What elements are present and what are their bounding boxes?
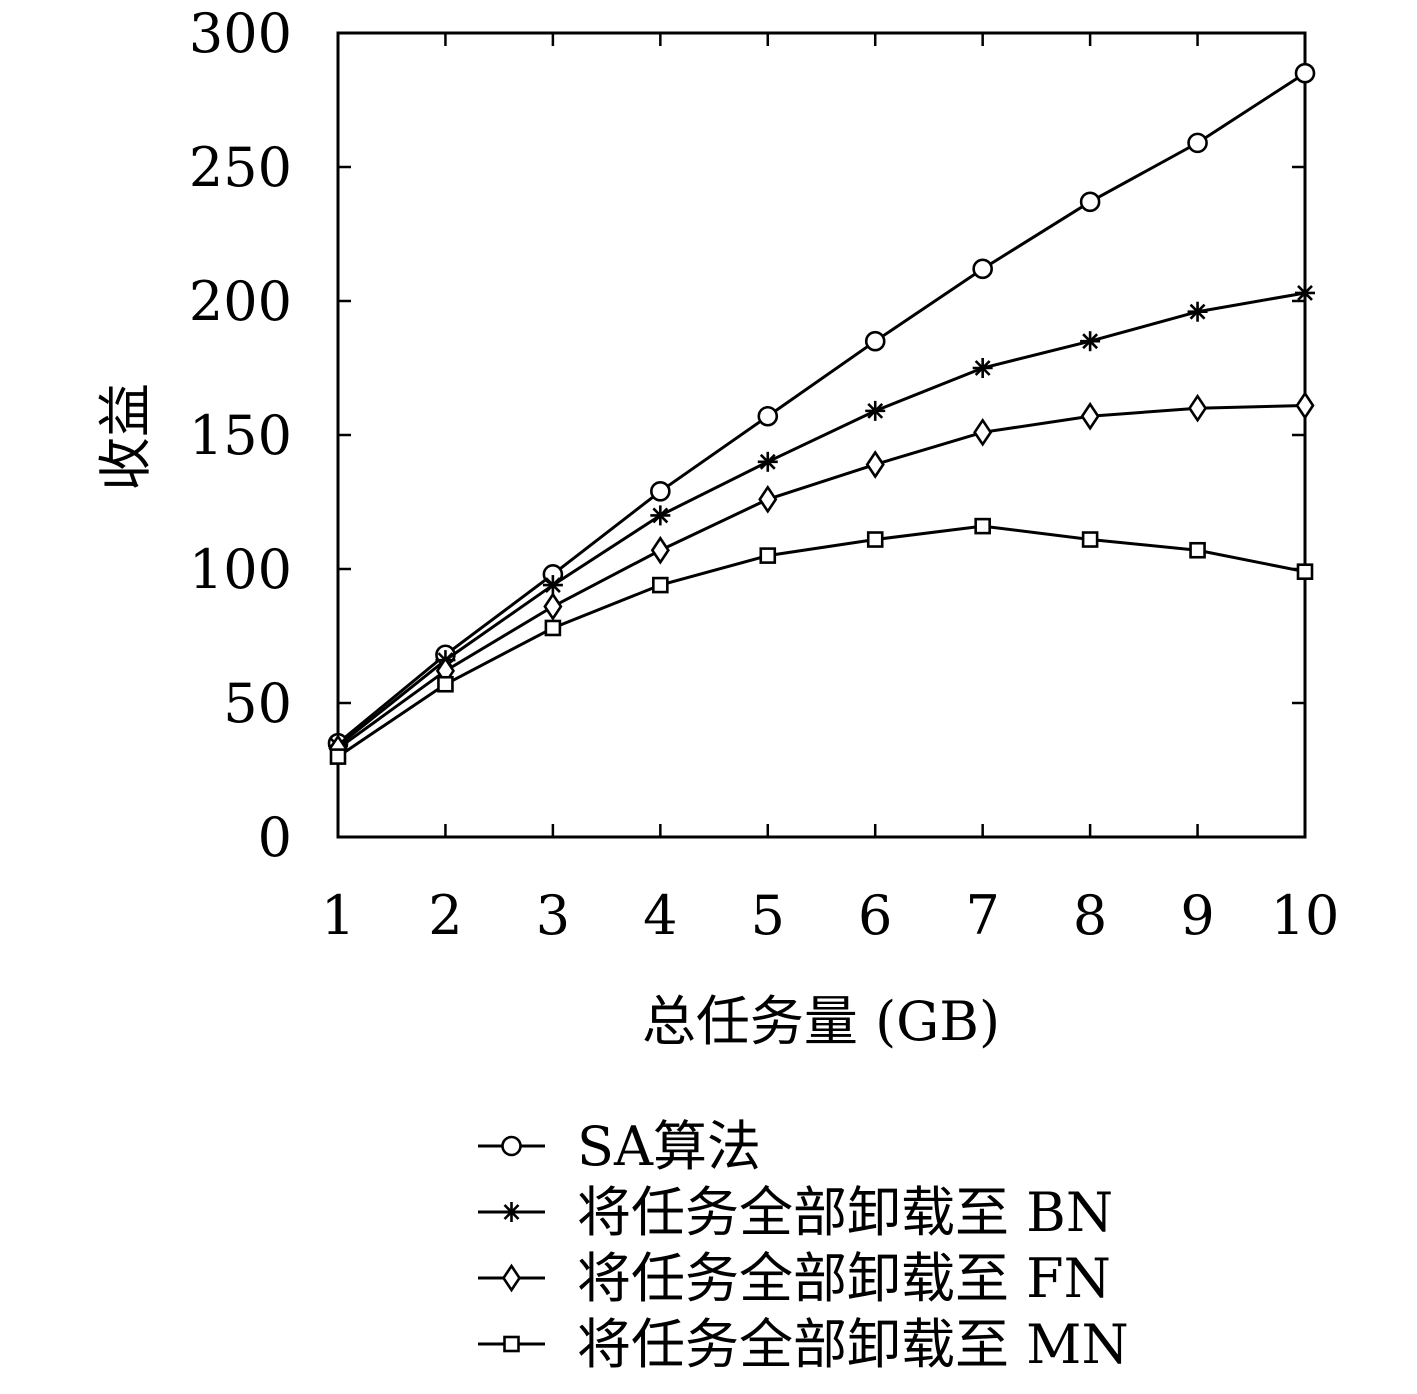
data-point — [1187, 393, 1208, 423]
legend-label: 将任务全部卸载至 BN — [577, 1181, 1113, 1244]
x-tick-label: 5 — [751, 884, 785, 947]
data-point — [972, 358, 993, 378]
data-point — [650, 480, 671, 502]
x-tick-label: 8 — [1073, 884, 1107, 947]
legend-marker — [503, 1335, 520, 1353]
y-tick-label: 0 — [258, 806, 292, 869]
x-axis: 1 2 3 4 5 6 7 8 9 10 — [321, 33, 1340, 947]
data-point — [1187, 132, 1208, 154]
y-tick-label: 200 — [189, 270, 292, 333]
data-point — [757, 451, 778, 472]
data-point — [759, 547, 777, 564]
x-tick-label: 9 — [1180, 884, 1214, 947]
series-line — [337, 404, 1306, 750]
data-point — [1187, 301, 1208, 322]
data-point — [1295, 282, 1315, 303]
data-point — [1081, 531, 1099, 548]
data-point — [865, 400, 886, 421]
series-line — [337, 291, 1306, 748]
data-point — [437, 675, 454, 693]
y-tick-label: 50 — [223, 672, 292, 735]
x-tick-label: 3 — [536, 884, 570, 947]
data-point — [543, 592, 563, 621]
legend-item: 将任务全部卸载至 FN — [478, 1247, 1111, 1310]
data-point — [1294, 62, 1316, 84]
y-axis: 0 50 100 150 200 250 300 — [189, 2, 1305, 869]
x-tick-label: 10 — [1271, 884, 1340, 947]
data-point — [973, 417, 993, 447]
legend-marker — [501, 1202, 522, 1222]
data-point — [1296, 563, 1314, 580]
y-tick-label: 150 — [189, 404, 292, 467]
data-point — [1080, 331, 1101, 352]
series-circle — [327, 62, 1316, 754]
legend-item: SA算法 — [478, 1115, 761, 1178]
data-point — [650, 505, 671, 526]
data-point — [650, 535, 670, 565]
data-point — [1079, 191, 1101, 213]
series-line — [337, 524, 1306, 758]
data-point — [972, 258, 993, 280]
legend-label: 将任务全部卸载至 FN — [577, 1247, 1111, 1310]
y-tick-label: 300 — [189, 2, 292, 65]
legend-item: 将任务全部卸载至 BN — [478, 1181, 1113, 1244]
data-point — [757, 405, 779, 427]
legend-marker — [501, 1263, 522, 1293]
series-layer — [327, 62, 1316, 765]
legend-label: SA算法 — [577, 1115, 761, 1178]
x-tick-label: 2 — [428, 884, 462, 947]
data-point — [864, 330, 886, 352]
x-tick-label: 1 — [321, 884, 355, 947]
series-diamond — [328, 391, 1315, 763]
data-point — [758, 484, 778, 514]
x-tick-label: 6 — [858, 884, 892, 947]
legend-label: 将任务全部卸载至 MN — [577, 1313, 1129, 1376]
series-square — [329, 517, 1314, 765]
data-point — [542, 575, 563, 596]
data-point — [1295, 391, 1315, 420]
y-tick-label: 250 — [189, 136, 292, 199]
data-point — [866, 531, 884, 548]
data-point — [974, 517, 991, 535]
data-point — [1189, 541, 1206, 559]
y-tick-label: 100 — [189, 538, 292, 601]
legend-item: 将任务全部卸载至 MN — [478, 1313, 1129, 1376]
data-point — [329, 748, 347, 765]
x-tick-label: 4 — [643, 884, 677, 947]
legend-marker — [501, 1135, 522, 1157]
series-line — [337, 71, 1306, 745]
x-axis-title: 总任务量 (GB) — [642, 990, 1000, 1053]
data-point — [652, 576, 669, 594]
y-axis-title: 收益 — [94, 383, 157, 491]
series-asterisk — [328, 282, 1315, 756]
data-point — [865, 450, 885, 479]
data-point — [1080, 401, 1100, 431]
x-tick-label: 7 — [965, 884, 999, 947]
data-point — [544, 619, 562, 637]
